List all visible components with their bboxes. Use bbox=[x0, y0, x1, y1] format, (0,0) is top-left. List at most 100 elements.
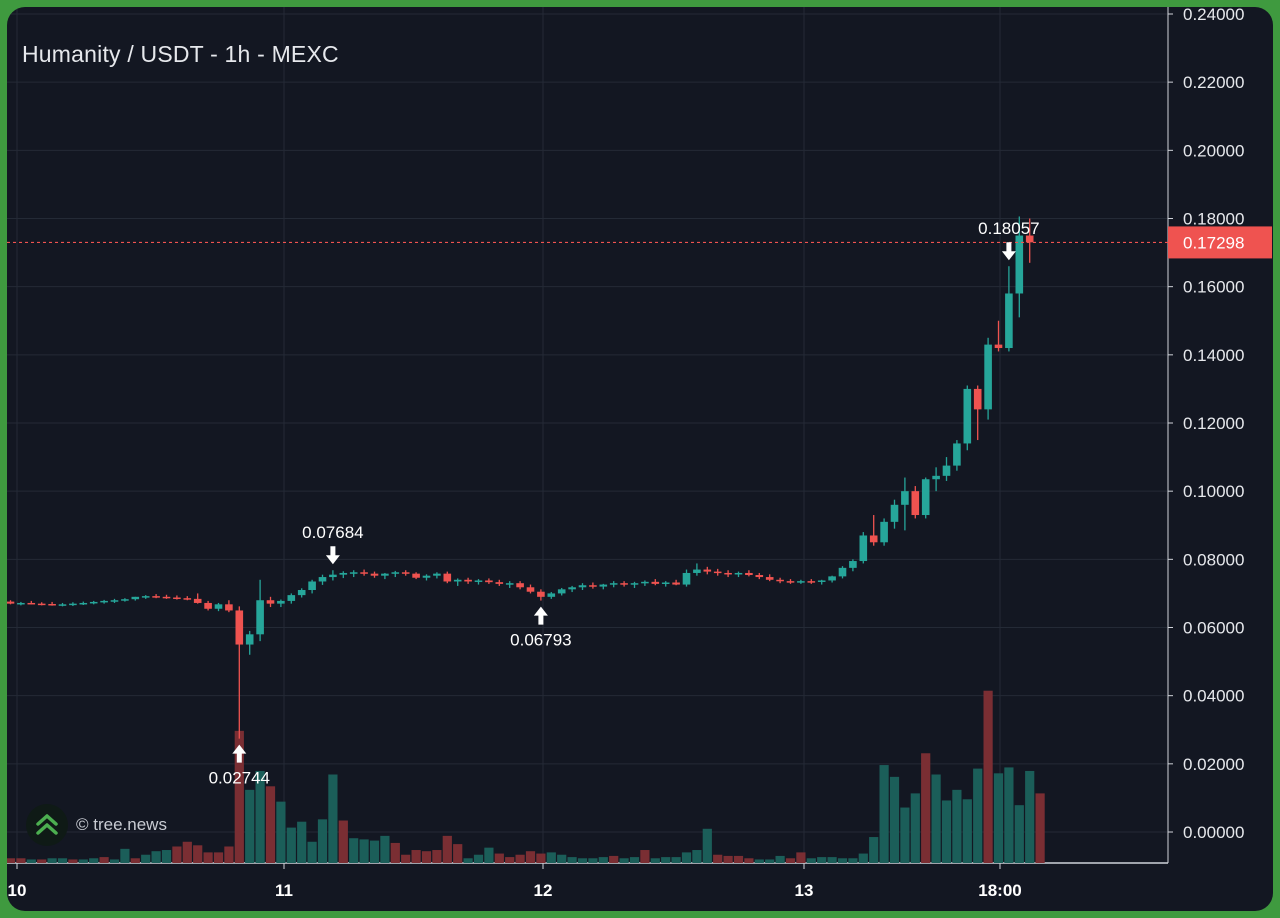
volume-bar bbox=[931, 774, 941, 863]
volume-bar bbox=[255, 770, 265, 863]
volume-bar bbox=[161, 850, 172, 863]
volume-bar bbox=[203, 852, 213, 863]
candle-body bbox=[89, 601, 98, 604]
volume-bar bbox=[99, 857, 109, 863]
candle-body bbox=[245, 634, 254, 645]
volume-bar bbox=[120, 848, 130, 863]
candle-body bbox=[776, 579, 784, 582]
volume-bar bbox=[89, 858, 99, 863]
candle-body bbox=[838, 567, 847, 577]
volume-bar bbox=[515, 854, 525, 863]
volume-bar bbox=[869, 837, 879, 863]
volume-bar bbox=[1014, 805, 1024, 863]
volume-bar bbox=[78, 859, 88, 863]
candle-body bbox=[609, 583, 618, 585]
candle-body bbox=[131, 596, 140, 600]
candle-body bbox=[27, 602, 36, 605]
y-tick-label: 0.24000 bbox=[1183, 7, 1244, 24]
candle-body bbox=[745, 572, 753, 576]
volume-bar bbox=[629, 857, 640, 863]
candle-body bbox=[495, 582, 504, 584]
candle-body bbox=[141, 596, 150, 598]
candle-body bbox=[516, 583, 524, 588]
candle-body bbox=[661, 582, 670, 585]
candle-body bbox=[360, 572, 368, 574]
candle-body bbox=[349, 572, 358, 574]
y-tick-label: 0.08000 bbox=[1183, 550, 1244, 569]
volume-bar bbox=[889, 776, 900, 863]
candle-body bbox=[412, 573, 420, 578]
candle-body bbox=[391, 572, 400, 574]
volume-bar bbox=[941, 800, 952, 863]
volume-bar bbox=[432, 850, 442, 863]
candle-body bbox=[578, 585, 587, 588]
volume-bar bbox=[796, 852, 806, 863]
x-tick-label: 11 bbox=[275, 881, 293, 900]
candle-body bbox=[225, 604, 233, 611]
candle-body bbox=[641, 581, 649, 584]
volume-bar bbox=[962, 799, 972, 863]
volume-bar bbox=[827, 857, 837, 863]
volume-bar bbox=[785, 858, 796, 863]
candle-body bbox=[422, 575, 431, 578]
candle-body bbox=[890, 504, 899, 522]
volume-bar bbox=[380, 835, 390, 863]
candle-body bbox=[589, 585, 597, 587]
volume-bar bbox=[484, 847, 494, 863]
volume-bar bbox=[276, 801, 286, 863]
candle-body bbox=[214, 604, 223, 609]
y-tick-label: 0.22000 bbox=[1183, 73, 1244, 92]
candle-body bbox=[464, 579, 472, 582]
candle-body bbox=[932, 475, 940, 480]
volume-bar bbox=[453, 844, 463, 863]
candle-body bbox=[672, 582, 680, 585]
volume-bar bbox=[297, 821, 307, 863]
volume-bar bbox=[26, 859, 36, 863]
candle-body bbox=[443, 573, 452, 582]
candle-body bbox=[433, 573, 441, 576]
high-price-label: 0.18057 bbox=[978, 219, 1039, 238]
volume-bar bbox=[359, 839, 369, 863]
volume-bar bbox=[224, 846, 234, 863]
candle-body bbox=[1005, 293, 1013, 349]
candle-body bbox=[401, 572, 410, 574]
candle-body bbox=[17, 602, 25, 605]
volume-bar bbox=[910, 793, 920, 863]
candle-body bbox=[901, 491, 909, 505]
volume-bar bbox=[733, 855, 744, 863]
high-arrow-icon bbox=[325, 546, 340, 565]
watermark-text: © tree.news bbox=[76, 815, 167, 834]
volume-bar bbox=[411, 850, 421, 863]
high-arrow-icon bbox=[1001, 242, 1016, 261]
candle-body bbox=[568, 587, 576, 590]
candle-body bbox=[942, 465, 951, 476]
volume-bar bbox=[213, 852, 224, 863]
candle-body bbox=[256, 600, 264, 635]
volume-bar bbox=[193, 845, 203, 863]
volume-bar bbox=[390, 842, 400, 863]
volume-bar bbox=[671, 857, 681, 863]
volume-bar bbox=[577, 858, 588, 863]
candle-body bbox=[100, 600, 108, 603]
volume-bar bbox=[338, 820, 348, 863]
candle-body bbox=[110, 600, 119, 602]
candle-body bbox=[329, 574, 337, 578]
volume-bar bbox=[7, 858, 16, 863]
y-tick-label: 0.10000 bbox=[1183, 482, 1244, 501]
volume-bar bbox=[619, 858, 629, 863]
candle-body bbox=[620, 583, 628, 585]
candle-body bbox=[474, 580, 483, 582]
y-tick-label: 0.00000 bbox=[1183, 823, 1244, 842]
volume-bar bbox=[265, 786, 276, 863]
high-price-label: 0.07684 bbox=[302, 523, 363, 542]
low-price-label: 0.06793 bbox=[510, 631, 571, 650]
candle-body bbox=[1015, 235, 1024, 294]
candlestick-chart[interactable]: 0.24000 0.22000 0.20000 0.18000 0.16000 0.140… bbox=[7, 7, 1273, 911]
candle-body bbox=[69, 603, 77, 606]
volume-bar bbox=[182, 841, 192, 863]
candle-body bbox=[651, 581, 660, 584]
candle-body bbox=[370, 573, 379, 576]
volume-bar bbox=[557, 854, 567, 863]
volume-bar bbox=[109, 859, 120, 863]
volume-bar bbox=[650, 858, 660, 863]
